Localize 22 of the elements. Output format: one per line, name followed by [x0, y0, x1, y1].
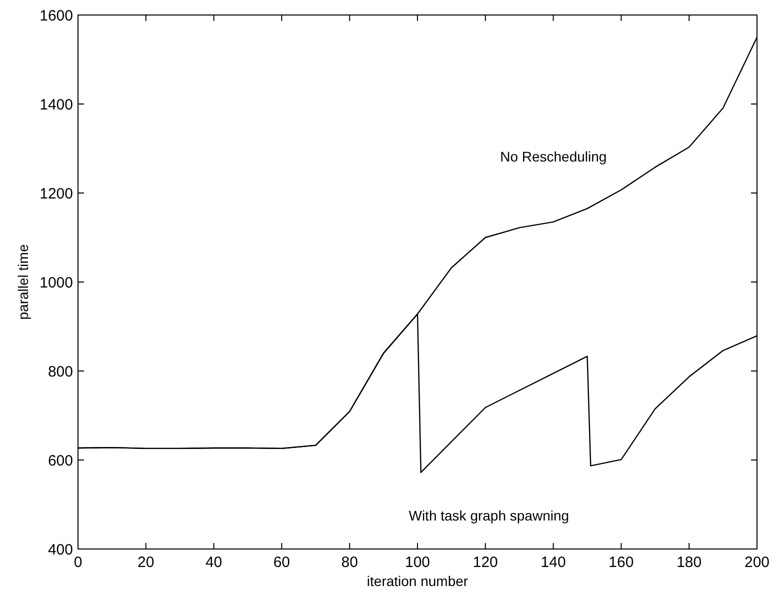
x-tick-label: 160	[608, 554, 634, 571]
x-tick-label: 20	[138, 554, 154, 571]
x-tick-label: 200	[744, 554, 770, 571]
x-tick-label: 180	[676, 554, 702, 571]
y-tick-label: 1600	[40, 7, 73, 24]
x-tick-label: 60	[273, 554, 290, 571]
x-tick-label: 100	[404, 554, 430, 571]
x-tick-label: 140	[540, 554, 566, 571]
x-axis-title: iteration number	[366, 573, 468, 589]
text: With task graph spawning	[408, 507, 570, 524]
y-tick-label: 800	[48, 363, 73, 380]
y-tick-label: 1400	[40, 96, 73, 114]
y-axis-title: parallel time	[15, 244, 31, 320]
y-tick-label: 600	[48, 452, 73, 470]
y-tick-label: 1200	[40, 185, 73, 202]
y-tick-label: 1000	[40, 274, 73, 292]
y-tick-label: 400	[48, 541, 73, 558]
x-tick-label: 80	[341, 554, 358, 571]
x-tick-label: 0	[74, 554, 82, 571]
text: No Rescheduling	[500, 148, 607, 164]
x-tick-label: 40	[205, 554, 222, 571]
x-tick-label: 120	[472, 554, 498, 571]
